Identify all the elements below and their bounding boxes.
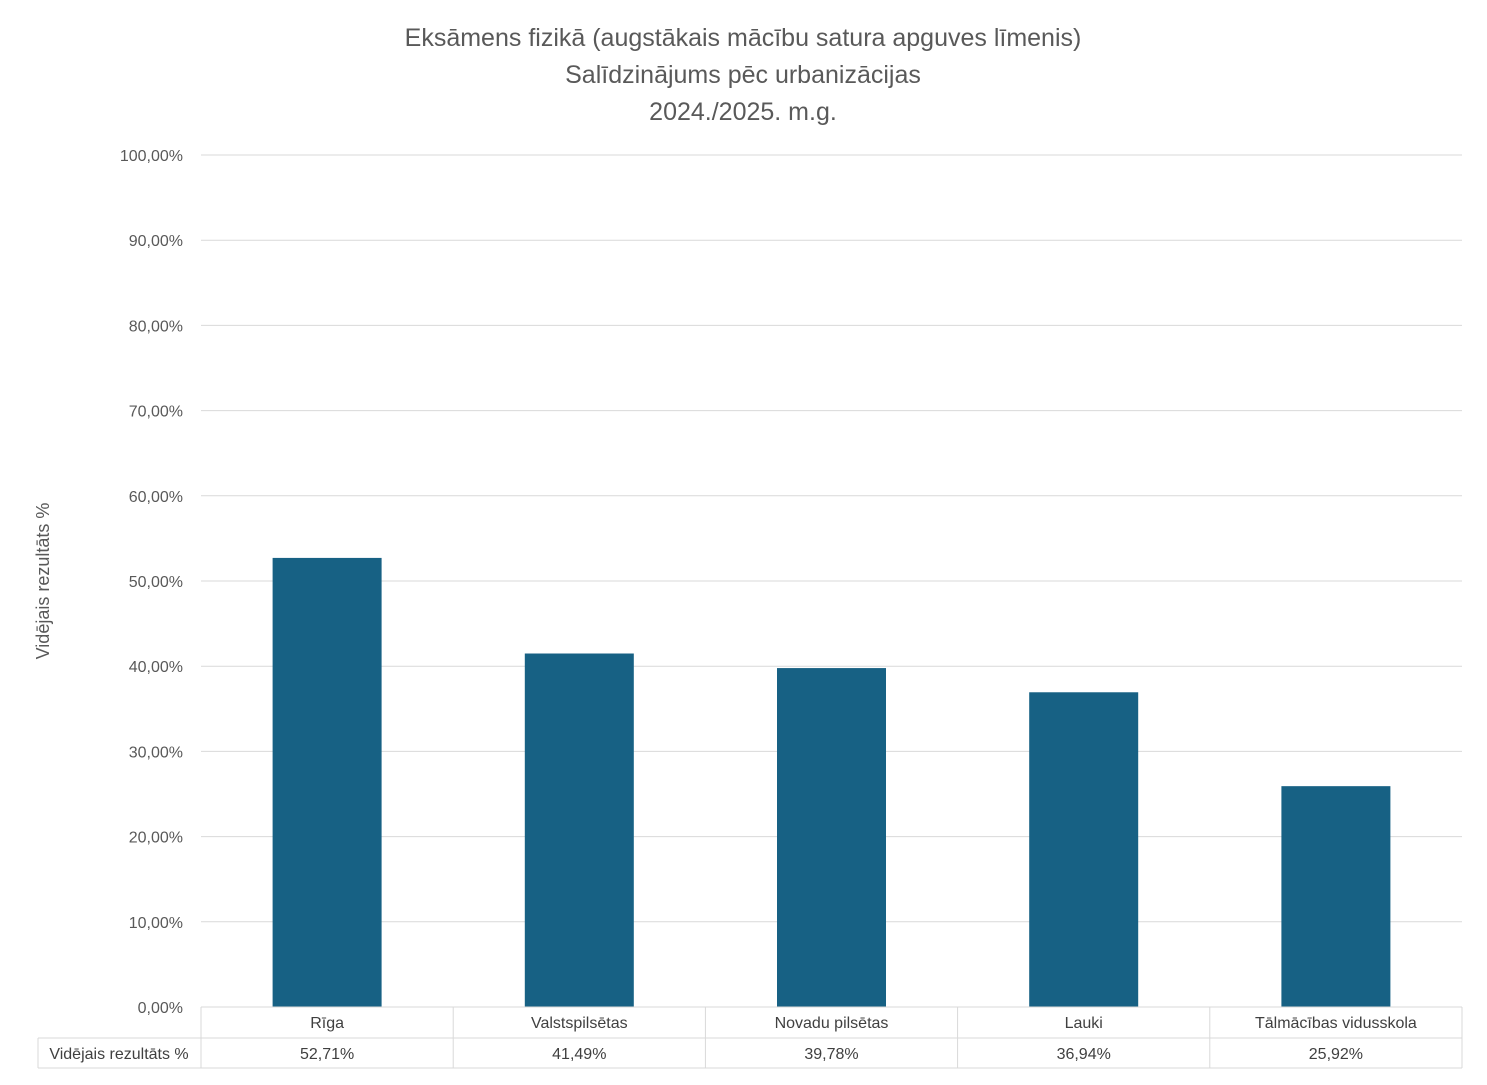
x-category-label: Lauki bbox=[1065, 1015, 1103, 1032]
y-tick-label: 100,00% bbox=[120, 148, 183, 165]
bar bbox=[777, 668, 886, 1007]
y-tick-label: 0,00% bbox=[138, 1000, 183, 1017]
x-category-label: Valstspilsētas bbox=[531, 1015, 628, 1032]
gridlines bbox=[201, 154, 1462, 923]
table-value-cell: 39,78% bbox=[804, 1046, 858, 1063]
y-tick-label: 70,00% bbox=[129, 404, 183, 421]
y-tick-label: 40,00% bbox=[129, 659, 183, 676]
x-category-label: Rīga bbox=[310, 1015, 344, 1032]
y-tick-label: 10,00% bbox=[129, 915, 183, 932]
bar bbox=[524, 653, 634, 1007]
bars bbox=[272, 557, 1391, 1007]
y-tick-label: 60,00% bbox=[129, 489, 183, 506]
y-tick-label: 20,00% bbox=[129, 830, 183, 847]
table-value-cell: 52,71% bbox=[300, 1046, 354, 1063]
data-table: Rīga Valstspilsētas Novadu pilsētas Lauki Tā… bbox=[37, 1006, 1463, 1069]
table-value-cell: 41,49% bbox=[552, 1046, 606, 1063]
chart-title-line: Salīdzinājums pēc urbanizācijas bbox=[565, 61, 921, 89]
x-category-label: Tālmācības vidusskola bbox=[1255, 1015, 1417, 1032]
chart-title-line: 2024./2025. m.g. bbox=[649, 98, 837, 126]
bar bbox=[272, 557, 382, 1007]
bar bbox=[1281, 786, 1391, 1007]
y-tick-label: 30,00% bbox=[129, 744, 183, 761]
y-tick-label: 80,00% bbox=[129, 318, 183, 335]
y-axis-label: Vidējais rezultāts % bbox=[33, 503, 53, 660]
table-value-cell: 25,92% bbox=[1309, 1046, 1363, 1063]
y-axis-ticks: 0,00% 10,00% 20,00% 30,00% 40,00% 50,00% 60,00… bbox=[120, 148, 183, 1017]
table-value-cell: 36,94% bbox=[1057, 1046, 1111, 1063]
y-tick-label: 90,00% bbox=[129, 233, 183, 250]
chart-title-line: Eksāmens fizikā (augstākais mācību satur… bbox=[405, 24, 1082, 52]
bar bbox=[1029, 692, 1139, 1007]
y-tick-label: 50,00% bbox=[129, 574, 183, 591]
table-row-header: Vidējais rezultāts % bbox=[49, 1046, 188, 1063]
chart-title: Eksāmens fizikā (augstākais mācību satur… bbox=[405, 24, 1082, 126]
x-category-label: Novadu pilsētas bbox=[775, 1015, 889, 1032]
